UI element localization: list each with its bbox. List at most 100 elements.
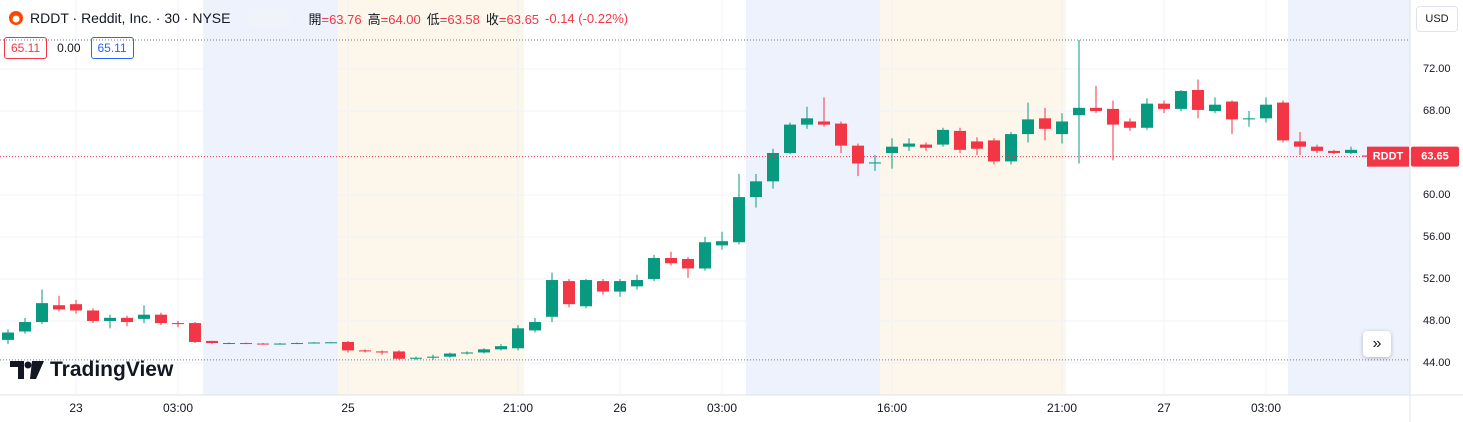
- candle-body: [1022, 119, 1034, 135]
- candle-body: [631, 280, 643, 287]
- candle-body: [665, 257, 677, 264]
- toggle[interactable]: [246, 9, 291, 27]
- x-tick-label: 03:00: [163, 401, 193, 415]
- candle-body: [597, 281, 609, 292]
- y-tick-label: 60.00: [1423, 189, 1451, 201]
- candle-body: [53, 305, 65, 310]
- candle-body: [291, 343, 303, 345]
- candle-body: [223, 343, 235, 345]
- brand-logo: [10, 361, 44, 379]
- candle-body: [1056, 121, 1068, 135]
- candle-body: [1243, 118, 1255, 120]
- candle-body: [70, 304, 82, 311]
- ohlc-value: =64.00: [380, 11, 421, 27]
- candle-body: [767, 152, 779, 182]
- candle-body: [1005, 134, 1017, 162]
- candle-body: [512, 328, 524, 349]
- price-tag: [1411, 146, 1459, 167]
- candle-body: [971, 141, 983, 149]
- candle-body: [801, 118, 813, 125]
- candle-body: [614, 281, 626, 292]
- candle-body: [155, 314, 167, 324]
- brand: TradingView: [10, 358, 173, 382]
- candle-body: [580, 280, 592, 307]
- session-band: [1288, 0, 1410, 395]
- symbol-tag: [1367, 146, 1409, 167]
- logo: [9, 11, 23, 25]
- sell-button[interactable]: 65.11: [4, 37, 48, 59]
- candle-body: [1226, 101, 1238, 120]
- candle-body: [1345, 149, 1357, 153]
- candle-body: [920, 144, 932, 148]
- x-tick-label: 03:00: [707, 401, 737, 415]
- candle-body: [495, 346, 507, 350]
- ohlc-value: =63.65: [498, 11, 540, 27]
- y-tick-label: 56.00: [1423, 231, 1451, 243]
- x-tick-label: 25: [341, 401, 355, 415]
- candle-body: [1209, 104, 1221, 111]
- x-tick-label: 21:00: [1047, 401, 1077, 415]
- x-tick-label: 03:00: [1251, 401, 1281, 415]
- ohlc-key: 開: [308, 11, 322, 27]
- candle-body: [240, 343, 252, 345]
- candle-body: [750, 181, 762, 198]
- order-panel: 65.11 0.00 65.11: [4, 37, 134, 59]
- currency-button[interactable]: USD: [1416, 6, 1458, 32]
- change: -0.14 (-0.22%): [545, 10, 629, 26]
- symbol-tag-label: RDDT: [1373, 151, 1404, 163]
- candle-body: [1039, 118, 1051, 129]
- candle-body: [699, 242, 711, 269]
- candle-body: [121, 317, 133, 323]
- buy-button[interactable]: 65.11: [90, 37, 134, 59]
- candle-body: [410, 357, 422, 359]
- candle-body: [393, 351, 405, 359]
- candle-body: [461, 352, 473, 354]
- candle-body: [1192, 89, 1204, 110]
- candle-body: [308, 342, 320, 344]
- candle-body: [206, 340, 218, 344]
- candle-body: [682, 259, 694, 269]
- candle-body: [274, 343, 286, 345]
- candle-body: [189, 323, 201, 342]
- brand-name: TradingView: [50, 358, 174, 381]
- candle-body: [36, 303, 48, 323]
- y-tick-label: 44.00: [1423, 357, 1451, 369]
- candle-body: [1294, 141, 1306, 147]
- ohlc-key: 收: [485, 11, 499, 27]
- candle-body: [1158, 103, 1170, 109]
- candle-body: [1107, 108, 1119, 125]
- candle-body: [257, 343, 269, 345]
- candle-body: [869, 162, 881, 164]
- session-band: [338, 0, 524, 395]
- y-tick-label: 48.00: [1423, 315, 1451, 327]
- candle-body: [1124, 121, 1136, 128]
- symbol-title: RDDT · Reddit, Inc. · 30 · NYSE: [30, 10, 231, 26]
- candle-body: [784, 124, 796, 153]
- x-tick-label: 26: [613, 401, 627, 415]
- x-tick-label: 27: [1157, 401, 1171, 415]
- candle-body: [563, 281, 575, 305]
- candle-body: [427, 356, 439, 358]
- candle-body: [138, 314, 150, 319]
- candle-body: [19, 322, 31, 332]
- candle-body: [478, 349, 490, 353]
- candle-body: [359, 350, 371, 352]
- session-band: [746, 0, 880, 395]
- candle-body: [1328, 150, 1340, 153]
- candle-body: [903, 143, 915, 147]
- candle-body: [87, 310, 99, 321]
- candle-body: [835, 123, 847, 146]
- candle-body: [1260, 104, 1272, 119]
- candle-body: [1090, 107, 1102, 111]
- candle-body: [954, 130, 966, 150]
- spread: 0.00: [57, 41, 81, 55]
- candle-body: [648, 257, 660, 279]
- y-tick-label: 52.00: [1423, 273, 1451, 285]
- candle-body: [1141, 103, 1153, 128]
- session-band: [203, 0, 338, 395]
- candle-body: [325, 342, 337, 344]
- candle-body: [172, 323, 184, 325]
- scroll-button[interactable]: »: [1363, 331, 1391, 357]
